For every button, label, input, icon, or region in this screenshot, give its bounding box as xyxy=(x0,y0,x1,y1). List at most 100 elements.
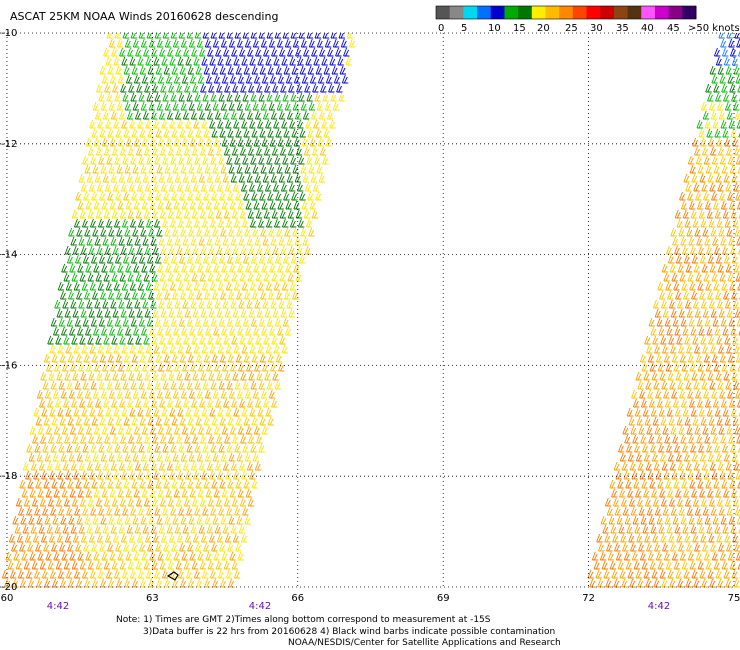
wind-barb xyxy=(311,47,318,57)
wind-barb xyxy=(61,263,68,273)
wind-barb xyxy=(90,155,97,165)
wind-barb xyxy=(144,371,151,381)
wind-barb xyxy=(98,317,106,327)
wind-barb xyxy=(695,389,702,399)
wind-barb xyxy=(76,578,83,588)
wind-barb xyxy=(191,497,199,507)
wind-barb xyxy=(645,380,652,390)
wind-barb xyxy=(204,290,211,300)
wind-barb xyxy=(159,272,166,282)
wind-barb xyxy=(137,407,144,417)
wind-barb xyxy=(691,452,699,462)
wind-barb xyxy=(177,344,184,354)
wind-barb xyxy=(684,335,691,345)
wind-barb xyxy=(183,272,190,282)
wind-barb xyxy=(227,542,234,552)
wind-barb xyxy=(154,380,161,390)
wind-barb xyxy=(110,362,117,372)
wind-barb xyxy=(93,488,101,498)
wind-barb xyxy=(687,353,695,363)
wind-barb xyxy=(128,533,136,543)
wind-barb xyxy=(256,83,263,93)
wind-barb xyxy=(683,290,690,300)
wind-barb xyxy=(184,182,192,192)
wind-barb xyxy=(235,128,242,138)
wind-barb xyxy=(109,137,117,147)
wind-barb xyxy=(708,497,716,507)
wind-barb xyxy=(58,506,65,516)
wind-barb xyxy=(175,47,182,57)
wind-barb xyxy=(246,110,254,120)
wind-barb xyxy=(647,551,655,561)
wind-barb xyxy=(211,416,218,426)
wind-barb xyxy=(98,254,106,264)
wind-barb xyxy=(712,200,720,210)
wind-barb xyxy=(630,506,638,516)
wind-barb xyxy=(313,56,320,66)
wind-barb xyxy=(193,281,201,291)
wind-barb xyxy=(189,425,197,435)
wind-barb xyxy=(711,470,718,480)
wind-barb xyxy=(95,335,102,345)
wind-barb xyxy=(162,317,170,327)
wind-barb xyxy=(652,533,659,543)
wind-barb xyxy=(158,362,165,372)
wind-barb xyxy=(691,371,698,381)
wind-barb xyxy=(72,308,79,318)
legend-swatch xyxy=(572,6,588,19)
wind-barb xyxy=(172,164,179,174)
wind-barb xyxy=(155,65,163,75)
wind-barb xyxy=(224,308,231,318)
wind-barb xyxy=(105,569,113,579)
wind-barb xyxy=(239,335,246,345)
wind-barb xyxy=(209,344,216,354)
wind-barb xyxy=(141,74,149,84)
wind-barb xyxy=(244,227,251,237)
wind-barb xyxy=(687,389,694,399)
wind-barb xyxy=(180,164,187,174)
wind-barb xyxy=(5,551,12,561)
wind-barb xyxy=(304,245,312,255)
wind-barb xyxy=(84,452,92,462)
wind-barb xyxy=(93,551,100,561)
wind-barb xyxy=(599,551,607,561)
wind-barb xyxy=(284,290,291,300)
wind-barb xyxy=(244,101,252,111)
wind-barb xyxy=(325,137,333,147)
wind-barb xyxy=(689,362,697,372)
wind-barb xyxy=(726,33,733,39)
wind-barb xyxy=(117,326,124,336)
legend-swatch xyxy=(490,6,505,19)
wind-barb xyxy=(188,227,195,237)
wind-barb xyxy=(722,128,729,138)
wind-barb xyxy=(643,488,650,498)
wind-barb xyxy=(293,74,301,84)
wind-barb xyxy=(242,33,250,39)
wind-barb xyxy=(269,74,277,84)
wind-barb xyxy=(243,128,250,138)
wind-barb xyxy=(241,407,248,417)
wind-barb xyxy=(258,317,266,327)
wind-barb xyxy=(180,101,188,111)
wind-barb xyxy=(234,155,241,165)
wind-barb xyxy=(295,146,303,156)
wind-barb xyxy=(699,173,706,183)
wind-barb xyxy=(212,389,220,399)
wind-barb xyxy=(261,74,269,84)
wind-barb xyxy=(230,299,237,309)
wind-barb xyxy=(695,353,703,363)
wind-barb xyxy=(732,299,740,309)
wind-barb xyxy=(711,353,719,363)
wind-barb xyxy=(153,281,161,291)
wind-barb xyxy=(247,335,254,345)
wind-barb xyxy=(653,380,660,390)
wind-barb xyxy=(624,434,631,444)
wind-barb xyxy=(87,272,94,282)
wind-barb xyxy=(682,443,689,453)
wind-barb xyxy=(121,56,128,66)
wind-barb xyxy=(139,128,146,138)
wind-barb xyxy=(275,128,282,138)
wind-barb xyxy=(222,299,229,309)
wind-barb xyxy=(224,182,232,192)
wind-barb xyxy=(180,38,188,48)
